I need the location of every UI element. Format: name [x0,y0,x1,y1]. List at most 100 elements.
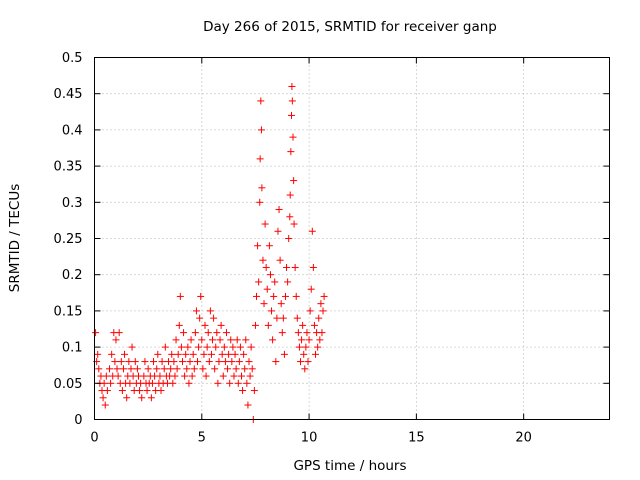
data-point [320,292,328,300]
data-point [118,387,126,395]
data-point [250,387,258,395]
data-point [175,321,183,329]
data-point [95,365,103,373]
data-point [121,350,129,358]
data-point [257,126,265,134]
data-point [297,358,304,366]
data-point [264,321,272,329]
data-point [287,148,295,156]
data-point [290,220,298,228]
data-point [246,372,254,380]
data-point [186,358,194,366]
data-point [103,387,111,395]
data-point [168,350,176,358]
data-point [201,321,209,329]
data-point [131,358,139,366]
data-point [268,307,276,315]
data-point [232,365,240,373]
data-point [275,206,283,214]
data-point [247,343,255,351]
data-point [126,379,134,387]
data-point [101,401,109,409]
y-tick-label: 0.05 [54,377,83,392]
data-point [195,343,203,351]
data-point [106,365,114,373]
data-point [294,329,302,337]
data-point [216,336,224,344]
x-axis-label: GPS time / hours [293,458,406,474]
data-point [287,111,295,119]
data-point [184,343,192,351]
data-point [304,358,312,366]
data-point [318,329,326,337]
data-point [228,358,236,366]
data-point [167,365,175,373]
data-point [233,336,241,344]
data-point [242,336,250,344]
data-point [178,358,186,366]
data-point [107,379,115,387]
data-point [173,365,181,373]
data-point [225,350,233,358]
data-point [285,235,293,242]
data-point [211,365,219,373]
y-tick-label: 0.25 [54,232,83,247]
y-tick-label: 0.15 [54,304,83,319]
data-point [288,97,296,105]
data-point [306,307,314,315]
data-point [176,292,184,300]
data-point [115,329,123,337]
data-point [148,379,156,387]
data-point [255,278,263,286]
data-point [259,256,267,264]
data-point [226,379,234,387]
data-point [278,329,286,337]
data-point [241,365,249,373]
x-tick-label: 0 [90,431,98,446]
data-point [172,336,180,344]
data-point [236,343,244,351]
data-point [292,292,300,300]
data-point [147,394,155,402]
data-point [229,343,237,351]
data-point [258,184,266,192]
data-point [254,242,262,250]
data-point [245,358,253,366]
x-tick-label: 20 [515,431,532,446]
data-point [261,220,269,228]
data-point [312,350,320,358]
chart-title: Day 266 of 2015, SRMTID for receiver gan… [203,19,497,35]
data-point [189,350,197,358]
data-point [301,365,309,373]
data-point [140,372,148,380]
data-point [253,292,261,300]
data-point [295,343,303,351]
data-point [160,365,168,373]
data-point [244,401,252,409]
data-point [144,365,152,373]
data-point [210,314,218,322]
data-point [220,343,228,351]
data-point [303,329,311,337]
data-point [143,387,151,395]
data-point [156,372,164,380]
data-point [180,329,188,337]
data-point [266,271,274,279]
data-point [192,307,200,315]
data-point [183,365,191,373]
data-point [289,133,297,141]
data-point [271,278,279,286]
data-point [213,329,221,337]
data-point [274,227,282,235]
data-point [181,372,189,380]
data-point [235,358,243,366]
data-point [217,321,225,329]
data-point [316,336,324,344]
data-point [222,329,230,337]
data-point [194,358,201,366]
data-point [212,343,220,351]
data-point [111,358,119,366]
data-point [243,379,251,387]
data-point [199,365,207,373]
